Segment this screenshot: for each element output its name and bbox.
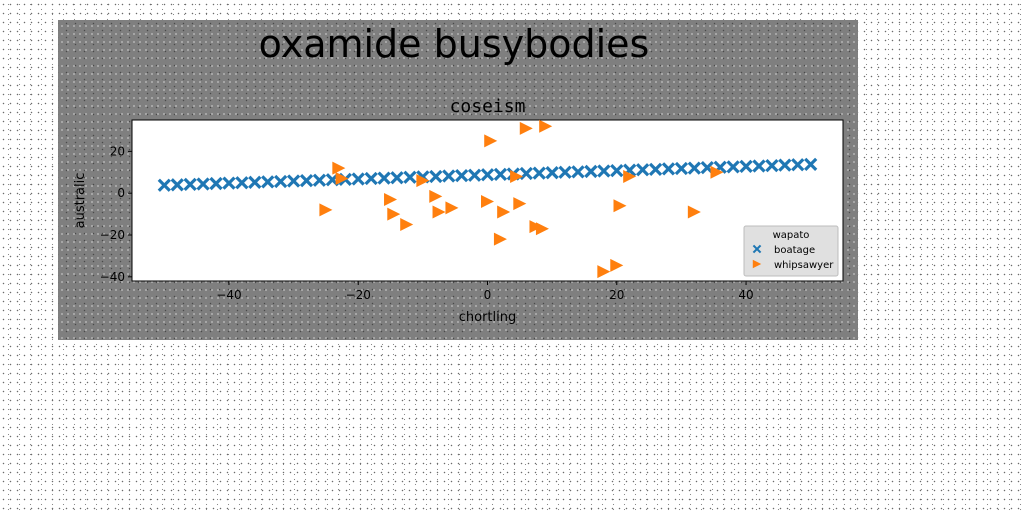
point-whipsawyer [513, 197, 527, 211]
point-whipsawyer [416, 174, 430, 188]
point-whipsawyer [384, 192, 398, 206]
y-tick-label: −20 [100, 228, 125, 242]
point-whipsawyer [510, 169, 524, 183]
point-boatage [183, 177, 197, 192]
data-marks [157, 119, 818, 279]
point-boatage [312, 173, 327, 187]
point-whipsawyer [335, 172, 349, 186]
legend-entries: boatage whipsawyer [752, 244, 834, 271]
point-boatage [261, 175, 275, 189]
figure-canvas: oxamide busybodies coseism −40 −20 0 20 40 −… [58, 20, 858, 340]
point-boatage [545, 166, 559, 180]
point-boatage [403, 170, 417, 184]
point-whipsawyer [429, 189, 443, 203]
legend: wapato boatage whipsawyer [743, 225, 839, 277]
point-boatage [377, 171, 391, 185]
point-boatage [390, 171, 404, 185]
point-boatage [687, 161, 701, 175]
y-tick-label: −40 [100, 270, 125, 284]
point-boatage [648, 162, 663, 176]
series-boatage [157, 157, 818, 192]
x-axis: −40 −20 0 20 40 [216, 281, 754, 302]
point-boatage [571, 165, 585, 179]
point-whipsawyer [613, 199, 627, 213]
point-whipsawyer [687, 205, 701, 219]
point-whipsawyer [493, 232, 507, 246]
point-whipsawyer [535, 222, 549, 236]
point-whipsawyer [710, 165, 724, 179]
legend-label-boatage: boatage [774, 245, 815, 256]
point-boatage [248, 175, 262, 189]
point-boatage [610, 163, 624, 178]
point-boatage [493, 167, 508, 181]
x-tick-label: 0 [484, 288, 492, 302]
point-whipsawyer [519, 121, 533, 135]
point-boatage [196, 177, 210, 191]
legend-marker-whipsawyer [752, 259, 762, 269]
legend-marker-boatage [752, 244, 762, 254]
point-boatage [209, 176, 223, 191]
point-boatage [752, 159, 766, 173]
point-boatage [804, 157, 818, 171]
point-whipsawyer [332, 161, 346, 175]
point-boatage [635, 163, 650, 177]
point-boatage [661, 162, 676, 176]
point-boatage [351, 172, 365, 186]
point-boatage [170, 178, 184, 192]
series-whipsawyer [319, 119, 724, 279]
point-whipsawyer [481, 195, 494, 209]
point-whipsawyer [539, 119, 553, 133]
point-whipsawyer [387, 207, 401, 221]
point-boatage [597, 164, 611, 178]
point-whipsawyer [319, 203, 333, 217]
point-boatage [778, 158, 792, 172]
y-axis: −40 −20 0 20 [100, 144, 132, 284]
point-boatage [442, 169, 456, 183]
point-boatage [455, 168, 469, 183]
point-boatage [286, 174, 301, 188]
point-whipsawyer [610, 258, 624, 272]
legend-label-whipsawyer: whipsawyer [774, 260, 834, 271]
point-whipsawyer [497, 205, 511, 219]
y-axis-label: australic [73, 173, 88, 229]
point-boatage [299, 174, 314, 188]
y-tick-label: 20 [110, 144, 125, 158]
y-tick-label: 0 [117, 186, 125, 200]
legend-title: wapato [773, 230, 810, 241]
x-tick-label: 20 [609, 288, 624, 302]
point-boatage [584, 164, 598, 179]
point-whipsawyer [484, 134, 498, 148]
point-boatage [364, 171, 378, 186]
point-whipsawyer [400, 218, 414, 232]
point-boatage [274, 174, 288, 189]
x-axis-label: chortling [459, 310, 517, 325]
figure-suptitle: oxamide busybodies [258, 22, 650, 66]
point-boatage [222, 176, 236, 190]
point-boatage [674, 161, 689, 176]
point-boatage [467, 168, 482, 182]
point-boatage [480, 168, 495, 182]
point-whipsawyer [597, 265, 611, 279]
legend-box [743, 225, 839, 277]
point-whipsawyer [623, 169, 637, 183]
point-boatage [791, 158, 805, 172]
point-boatage [739, 159, 753, 174]
point-boatage [558, 165, 572, 179]
point-boatage [726, 160, 740, 174]
point-boatage [429, 169, 443, 184]
point-whipsawyer [445, 201, 459, 215]
point-boatage [235, 176, 249, 190]
point-boatage [519, 166, 533, 181]
x-tick-label: −40 [216, 288, 241, 302]
chart-title: coseism [450, 96, 526, 117]
x-tick-label: −20 [346, 288, 371, 302]
point-boatage [765, 158, 779, 173]
point-whipsawyer [432, 205, 446, 219]
x-tick-label: 40 [738, 288, 753, 302]
point-boatage [157, 178, 171, 192]
point-boatage [532, 166, 546, 180]
